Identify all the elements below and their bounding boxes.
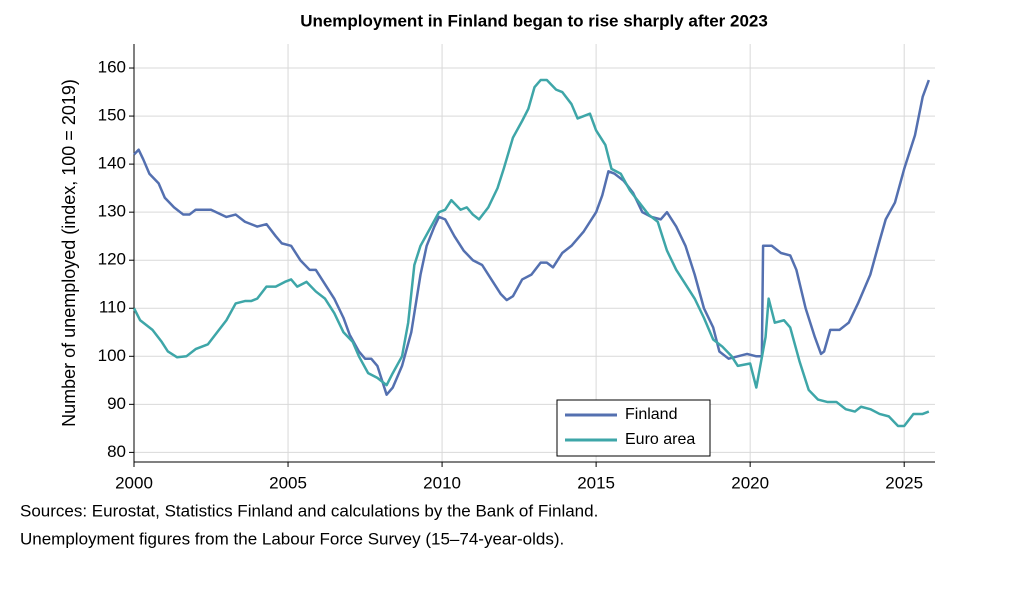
y-tick-label: 90 bbox=[107, 394, 126, 413]
x-tick-label: 2015 bbox=[577, 473, 615, 492]
x-tick-label: 2025 bbox=[885, 473, 923, 492]
y-tick-label: 80 bbox=[107, 442, 126, 461]
legend-label: Finland bbox=[625, 406, 677, 423]
footnote: Unemployment figures from the Labour For… bbox=[20, 529, 564, 548]
x-tick-label: 2010 bbox=[423, 473, 461, 492]
y-tick-label: 160 bbox=[98, 58, 126, 77]
footnote: Sources: Eurostat, Statistics Finland an… bbox=[20, 501, 598, 520]
legend-label: Euro area bbox=[625, 431, 695, 448]
y-axis-label: Number of unemployed (index, 100 = 2019) bbox=[59, 79, 79, 427]
chart-title: Unemployment in Finland began to rise sh… bbox=[300, 11, 768, 30]
y-tick-label: 110 bbox=[99, 298, 126, 317]
y-tick-label: 130 bbox=[98, 202, 126, 221]
y-tick-label: 120 bbox=[98, 250, 126, 269]
legend-box bbox=[556, 399, 711, 457]
x-tick-label: 2005 bbox=[269, 473, 307, 492]
line-series bbox=[133, 79, 931, 396]
line-series bbox=[132, 78, 930, 428]
x-tick-label: 2020 bbox=[731, 473, 769, 492]
y-tick-label: 140 bbox=[98, 154, 126, 173]
y-tick-label: 100 bbox=[98, 346, 126, 365]
y-tick-label: 150 bbox=[98, 106, 126, 125]
x-tick-label: 2000 bbox=[115, 473, 153, 492]
